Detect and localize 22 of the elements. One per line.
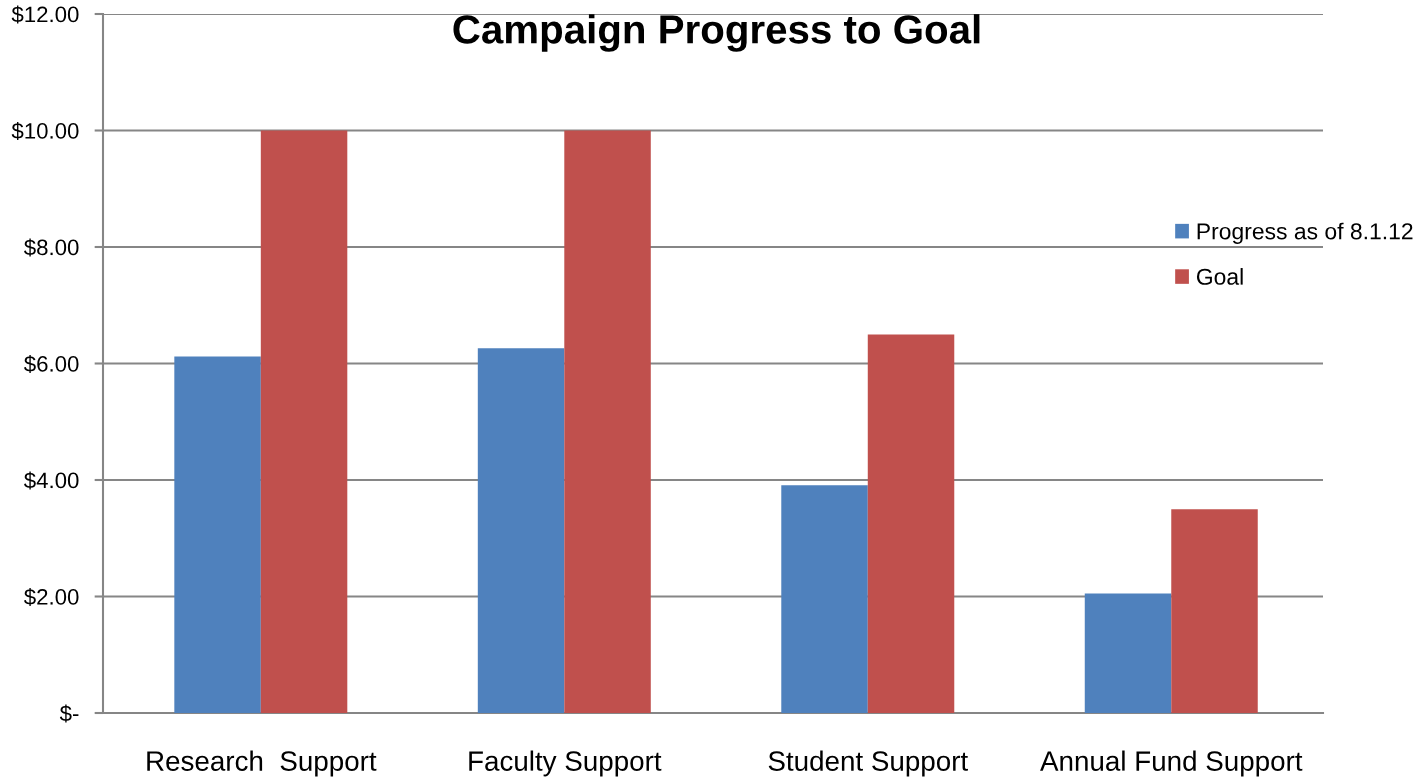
bar [1171,509,1258,713]
y-tick-label: $8.00 [24,238,79,257]
bar [564,130,651,713]
bar [260,130,348,713]
y-tick-label: $10.00 [11,122,79,141]
bar [174,356,261,713]
chart-title: Campaign Progress to Goal [453,14,980,52]
legend-label: Progress as of 8.1.12 [1197,222,1413,244]
y-tick-label: $- [59,704,79,723]
bar [477,348,565,713]
y-tick-label: $4.00 [24,471,79,490]
x-tick-label: Student Support [768,750,968,777]
x-tick-label: Faculty Support [469,750,662,777]
bar [781,485,868,713]
y-tick-label: $2.00 [24,588,79,607]
x-tick-label: Annual Fund Support [1040,750,1303,777]
bar [867,334,955,713]
y-tick-label: $6.00 [24,355,79,374]
bar [1084,593,1172,713]
y-tick-label: $12.00 [11,5,79,24]
legend-label: Goal [1196,268,1243,285]
x-tick-label: Research Support [147,750,377,777]
